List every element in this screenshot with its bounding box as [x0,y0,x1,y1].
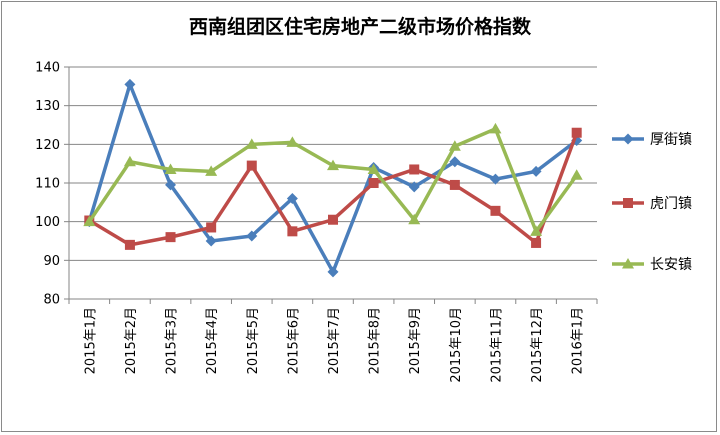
series-1 [83,78,583,278]
data-point [449,179,460,190]
data-point [246,230,258,242]
x-tick-label: 2015年9月 [408,307,423,374]
data-point [206,222,217,233]
y-tick-label: 90 [43,254,60,269]
data-point [164,163,177,174]
data-point [328,214,338,225]
legend-marker [623,198,633,208]
data-point [124,78,136,90]
data-point [205,235,217,247]
data-point [83,215,96,227]
y-tick-label: 120 [35,138,60,153]
data-point [246,160,257,171]
x-tick-label: 2015年8月 [368,307,383,374]
y-tick-label: 80 [43,293,60,308]
legend-label: 长安镇 [650,257,692,273]
x-tick-label: 2015年11月 [489,307,504,383]
legend-label: 厚街镇 [650,132,692,148]
y-tick-label: 110 [35,177,60,192]
data-point [571,127,582,138]
y-tick-label: 130 [35,99,60,114]
legend-marker [622,258,634,269]
x-tick-label: 2015年3月 [165,307,180,374]
data-point [205,165,218,176]
data-point [123,155,136,167]
x-tick-label: 2016年1月 [571,307,586,374]
data-point [489,122,502,134]
data-point [286,136,299,147]
x-tick-label: 2015年1月 [83,307,98,374]
legend-entry: 长安镇 [612,257,692,273]
data-point [408,181,420,193]
x-tick-label: 2015年5月 [246,307,261,374]
series-lines [83,78,583,278]
data-point [245,138,258,149]
x-tick-label: 2015年7月 [327,307,342,374]
y-tick-label: 140 [35,61,60,76]
data-point [530,225,543,236]
data-point [448,140,461,151]
data-point [287,226,298,237]
data-point [408,213,421,225]
data-point [367,163,380,174]
legend-marker [622,133,634,145]
data-point [124,239,135,250]
x-tick-label: 2015年6月 [286,307,301,374]
axes: 80 90 100 110 120 130 140 2015年1月 2015年2月 2015年3月… [35,61,598,383]
data-point [570,169,583,180]
data-point [165,179,177,191]
data-point [490,205,501,216]
data-point [165,232,176,243]
series-3 [83,122,583,236]
x-tick-label: 2015年2月 [124,307,139,374]
x-tick-label: 2015年4月 [205,307,220,374]
legend-entry: 厚街镇 [612,132,692,148]
data-point [368,178,379,188]
data-point [327,266,339,278]
x-tick-label: 2015年10月 [449,307,464,383]
chart-title: 西南组团区住宅房地产二级市场价格指数 [189,15,532,38]
series-line [87,82,578,274]
data-point [531,237,542,248]
legend-label: 虎门镇 [650,196,692,212]
data-point [489,173,501,185]
x-tick-label: 2015年12月 [530,307,545,383]
data-point [286,192,298,204]
y-tick-label: 100 [35,215,60,230]
series-2 [84,127,582,250]
data-point [449,156,461,168]
legend-entry: 虎门镇 [612,196,692,212]
data-point [327,159,339,171]
data-point [530,165,542,177]
data-point [409,164,420,175]
